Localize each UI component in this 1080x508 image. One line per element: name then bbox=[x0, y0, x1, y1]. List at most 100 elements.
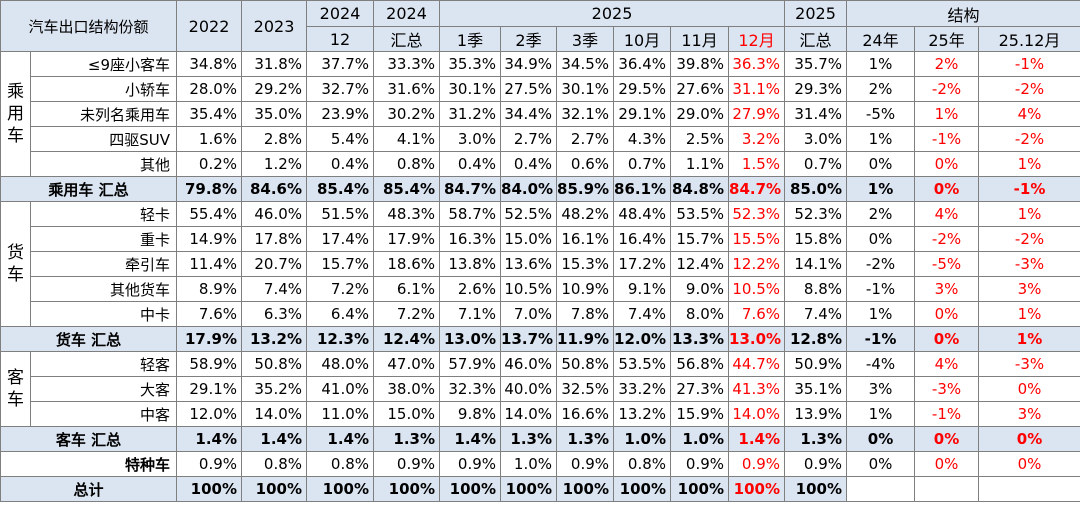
cell: 1.3% bbox=[556, 426, 615, 452]
cell: 0.8% bbox=[241, 451, 308, 477]
cell: 0.4% bbox=[439, 151, 502, 177]
cell: 35.2% bbox=[241, 376, 308, 402]
cell: 56.8% bbox=[670, 351, 730, 377]
cell: 1.3% bbox=[500, 426, 558, 452]
cell: 32.7% bbox=[306, 76, 375, 102]
cell: 85.4% bbox=[373, 176, 441, 202]
cell: -3% bbox=[914, 376, 980, 402]
col-2024-12: 12 bbox=[306, 26, 375, 52]
cell bbox=[846, 476, 916, 502]
cell: 0.7% bbox=[613, 151, 672, 177]
cell: 1.4% bbox=[176, 426, 243, 452]
cell: 15.3% bbox=[556, 251, 615, 277]
cell: 11.9% bbox=[556, 326, 615, 352]
cell: -2% bbox=[978, 226, 1080, 252]
cell: -1% bbox=[914, 126, 980, 152]
cell: 0.9% bbox=[439, 451, 502, 477]
cell: 100% bbox=[784, 476, 848, 502]
row-label: 牵引车 bbox=[29, 251, 178, 277]
cell: 10.5% bbox=[500, 276, 558, 302]
cell: 84.6% bbox=[241, 176, 308, 202]
cell: 29.0% bbox=[670, 101, 730, 127]
cell: 12.8% bbox=[784, 326, 848, 352]
col-struct-25: 25年 bbox=[914, 26, 980, 52]
cell: 33.3% bbox=[373, 51, 441, 77]
cell: 85.4% bbox=[306, 176, 375, 202]
row-label: 轻客 bbox=[29, 351, 178, 377]
cell: 7.8% bbox=[556, 301, 615, 327]
col-2024-12-year: 2024 bbox=[306, 0, 375, 27]
cell: 3% bbox=[978, 276, 1080, 302]
row-label: 总计 bbox=[0, 476, 178, 502]
cell: -1% bbox=[846, 276, 916, 302]
cell: 48.3% bbox=[373, 201, 441, 227]
cell: 35.0% bbox=[241, 101, 308, 127]
cell: 0.9% bbox=[176, 451, 243, 477]
cell: 14.9% bbox=[176, 226, 243, 252]
cell: 100% bbox=[613, 476, 672, 502]
cell: 1.2% bbox=[241, 151, 308, 177]
cell: -2% bbox=[914, 76, 980, 102]
cell: 23.9% bbox=[306, 101, 375, 127]
cell: 1% bbox=[978, 201, 1080, 227]
cell: 0% bbox=[978, 376, 1080, 402]
cell: 7.4% bbox=[241, 276, 308, 302]
cell: 3.0% bbox=[439, 126, 502, 152]
col-2025-total: 汇总 bbox=[784, 26, 848, 52]
cell: 44.7% bbox=[728, 351, 786, 377]
cell: 16.6% bbox=[556, 401, 615, 427]
cell: 14.0% bbox=[241, 401, 308, 427]
cell: 85.0% bbox=[784, 176, 848, 202]
cell: 50.9% bbox=[784, 351, 848, 377]
cell: 1.1% bbox=[670, 151, 730, 177]
cell: 30.2% bbox=[373, 101, 441, 127]
cell: 32.3% bbox=[439, 376, 502, 402]
cell: 13.3% bbox=[670, 326, 730, 352]
cell: 0% bbox=[914, 451, 980, 477]
cell: -1% bbox=[978, 176, 1080, 202]
cell: 15.5% bbox=[728, 226, 786, 252]
table-row: 其他 0.2% 1.2% 0.4% 0.8% 0.4% 0.4% 0.6% 0.7% 1.1% 1.… bbox=[1, 151, 1080, 177]
cell: 2% bbox=[846, 76, 916, 102]
table-row: 货车 汇总 17.9% 13.2% 12.3% 12.4% 13.0% 13.7% 11.9%… bbox=[0, 326, 1080, 352]
cell: 27.5% bbox=[500, 76, 558, 102]
cell: 1% bbox=[978, 151, 1080, 177]
cell: 34.5% bbox=[556, 51, 615, 77]
cell: 0% bbox=[914, 426, 980, 452]
cell: 36.4% bbox=[613, 51, 672, 77]
cell: 4.1% bbox=[373, 126, 441, 152]
cell: 4.3% bbox=[613, 126, 672, 152]
cell: 15.0% bbox=[373, 401, 441, 427]
cell: 16.3% bbox=[439, 226, 502, 252]
table-row: 货车 轻卡 55.4% 46.0% 51.5% 48.3% 58.7% 52.5% 48.2% 4… bbox=[0, 201, 1080, 327]
header-row-2: 12 汇总 1季 2季 3季 10月 11月 12月 汇总 24年 25年 25… bbox=[1, 26, 1080, 52]
cell: -2% bbox=[914, 226, 980, 252]
cell: 35.7% bbox=[784, 51, 848, 77]
cell: 9.8% bbox=[439, 401, 502, 427]
cell: 1.4% bbox=[306, 426, 375, 452]
table-row: 四驱SUV 1.6% 2.8% 5.4% 4.1% 3.0% 2.7% 2.7% 4.3% 2.5… bbox=[1, 126, 1080, 152]
cell: 31.6% bbox=[373, 76, 441, 102]
cell: 13.9% bbox=[784, 401, 848, 427]
cell: 58.9% bbox=[176, 351, 243, 377]
cell: 2.5% bbox=[670, 126, 730, 152]
cell: 1.4% bbox=[728, 426, 786, 452]
table-body: 乘用车 ≤9座小客车 34.8% 31.8% 37.7% 33.3% 35.3% 34.9% 3… bbox=[0, 51, 1080, 502]
cell: 100% bbox=[556, 476, 615, 502]
cell: 0.9% bbox=[784, 451, 848, 477]
cell: 0% bbox=[846, 151, 916, 177]
col-nov: 11月 bbox=[670, 26, 730, 52]
row-label: 小轿车 bbox=[29, 76, 178, 102]
cell: 13.8% bbox=[439, 251, 502, 277]
table-row: 小轿车 28.0% 29.2% 32.7% 31.6% 30.1% 27.5% 30.1% 29… bbox=[1, 76, 1080, 102]
col-2022: 2022 bbox=[176, 0, 243, 52]
cell: 0.9% bbox=[670, 451, 730, 477]
row-label: 客车 汇总 bbox=[0, 426, 178, 452]
row-label: 中卡 bbox=[29, 301, 178, 327]
cell: 85.9% bbox=[556, 176, 615, 202]
col-dec: 12月 bbox=[728, 26, 786, 52]
row-label: 乘用车 汇总 bbox=[0, 176, 178, 202]
cell: 38.0% bbox=[373, 376, 441, 402]
cell: -2% bbox=[978, 126, 1080, 152]
cell: 2.8% bbox=[241, 126, 308, 152]
